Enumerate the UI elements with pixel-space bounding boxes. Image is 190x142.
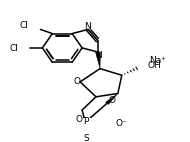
Polygon shape (96, 52, 101, 69)
Text: O: O (76, 115, 83, 125)
Text: O⁻: O⁻ (116, 119, 128, 128)
Text: N: N (96, 51, 102, 60)
Text: Na⁺: Na⁺ (149, 56, 166, 65)
Text: O: O (74, 77, 81, 86)
Text: P: P (83, 117, 89, 126)
Text: OH: OH (148, 61, 161, 70)
Text: Cl: Cl (10, 44, 19, 53)
Polygon shape (105, 93, 118, 105)
Text: Cl: Cl (20, 21, 28, 30)
Text: N: N (84, 22, 90, 31)
Text: S: S (83, 134, 89, 142)
Text: O: O (108, 96, 115, 105)
